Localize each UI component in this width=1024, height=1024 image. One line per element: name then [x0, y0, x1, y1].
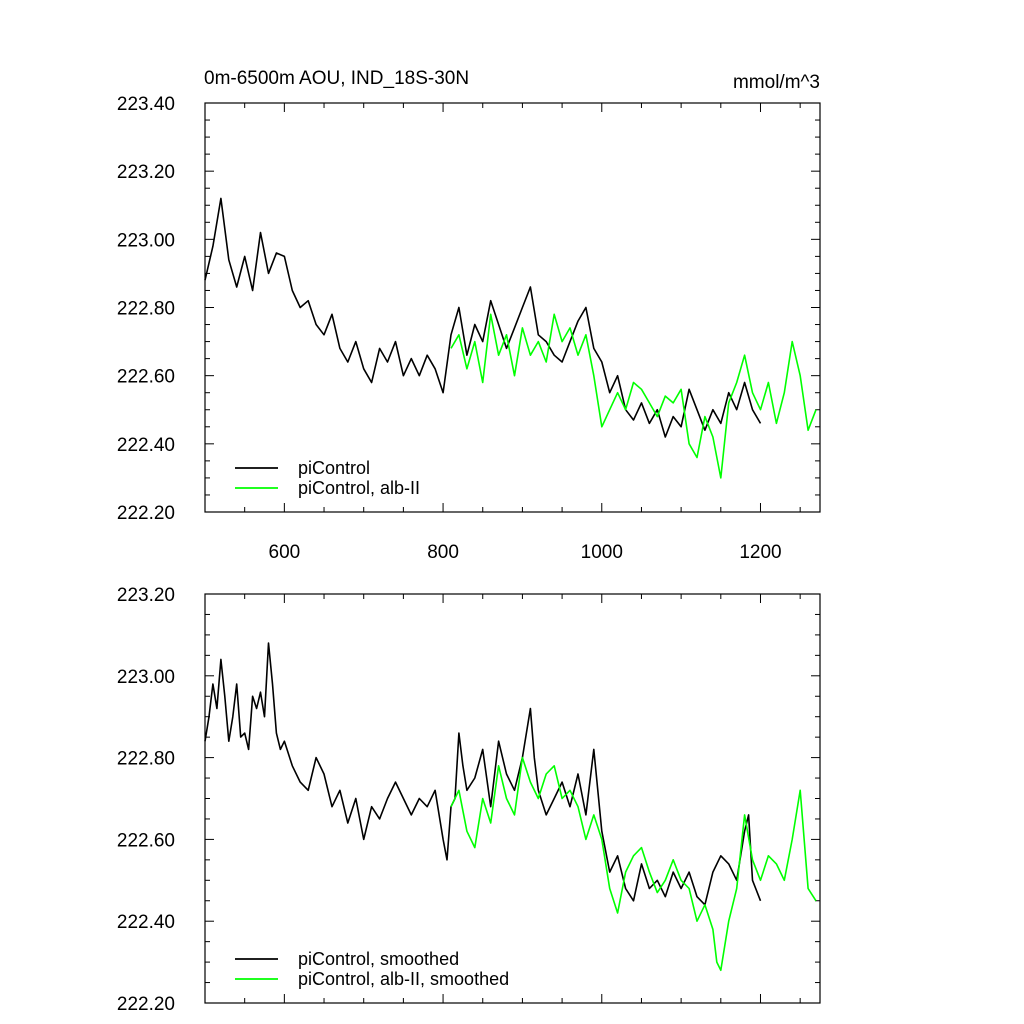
plot-frame	[204, 593, 821, 1004]
legend-label: piControl	[298, 458, 370, 478]
series-line-picontrol	[204, 197, 762, 438]
x-tick-label: 600	[269, 542, 301, 563]
series-line-alb-ii	[450, 313, 817, 479]
x-tick-label: 800	[427, 542, 459, 563]
top-panel: 222.20 222.40 222.60 222.80 223.00 223.20 223.…	[117, 94, 821, 563]
y-tick-label: 223.00	[117, 667, 175, 688]
y-tick-label: 223.20	[117, 162, 175, 183]
y-tick-label: 223.40	[117, 94, 175, 115]
plot-frame	[204, 102, 821, 513]
y-tick-label: 222.20	[117, 503, 175, 524]
units-label: mmol/m^3	[733, 72, 820, 93]
x-tick-label: 1000	[581, 542, 623, 563]
y-tick-label: 222.60	[117, 830, 175, 851]
bottom-panel: 222.20 222.40 222.60 222.80 223.00 223.20 piCo…	[117, 585, 821, 1015]
y-tick-label: 222.40	[117, 435, 175, 456]
legend-label: piControl, alb-II, smoothed	[298, 969, 509, 989]
y-tick-label: 222.80	[117, 299, 175, 320]
y-tick-label: 223.00	[117, 230, 175, 251]
x-tick-label: 1200	[739, 542, 781, 563]
y-tick-label: 222.60	[117, 367, 175, 388]
legend-label: piControl, smoothed	[298, 949, 459, 969]
chart-title: 0m-6500m AOU, IND_18S-30N	[204, 68, 469, 89]
series-line-alb-ii	[450, 756, 817, 972]
series-line-picontrol	[204, 642, 762, 906]
y-tick-label: 222.20	[117, 994, 175, 1015]
legend-label: piControl, alb-II	[298, 478, 420, 498]
y-tick-label: 222.40	[117, 912, 175, 933]
y-tick-label: 223.20	[117, 585, 175, 606]
y-tick-label: 222.80	[117, 749, 175, 770]
